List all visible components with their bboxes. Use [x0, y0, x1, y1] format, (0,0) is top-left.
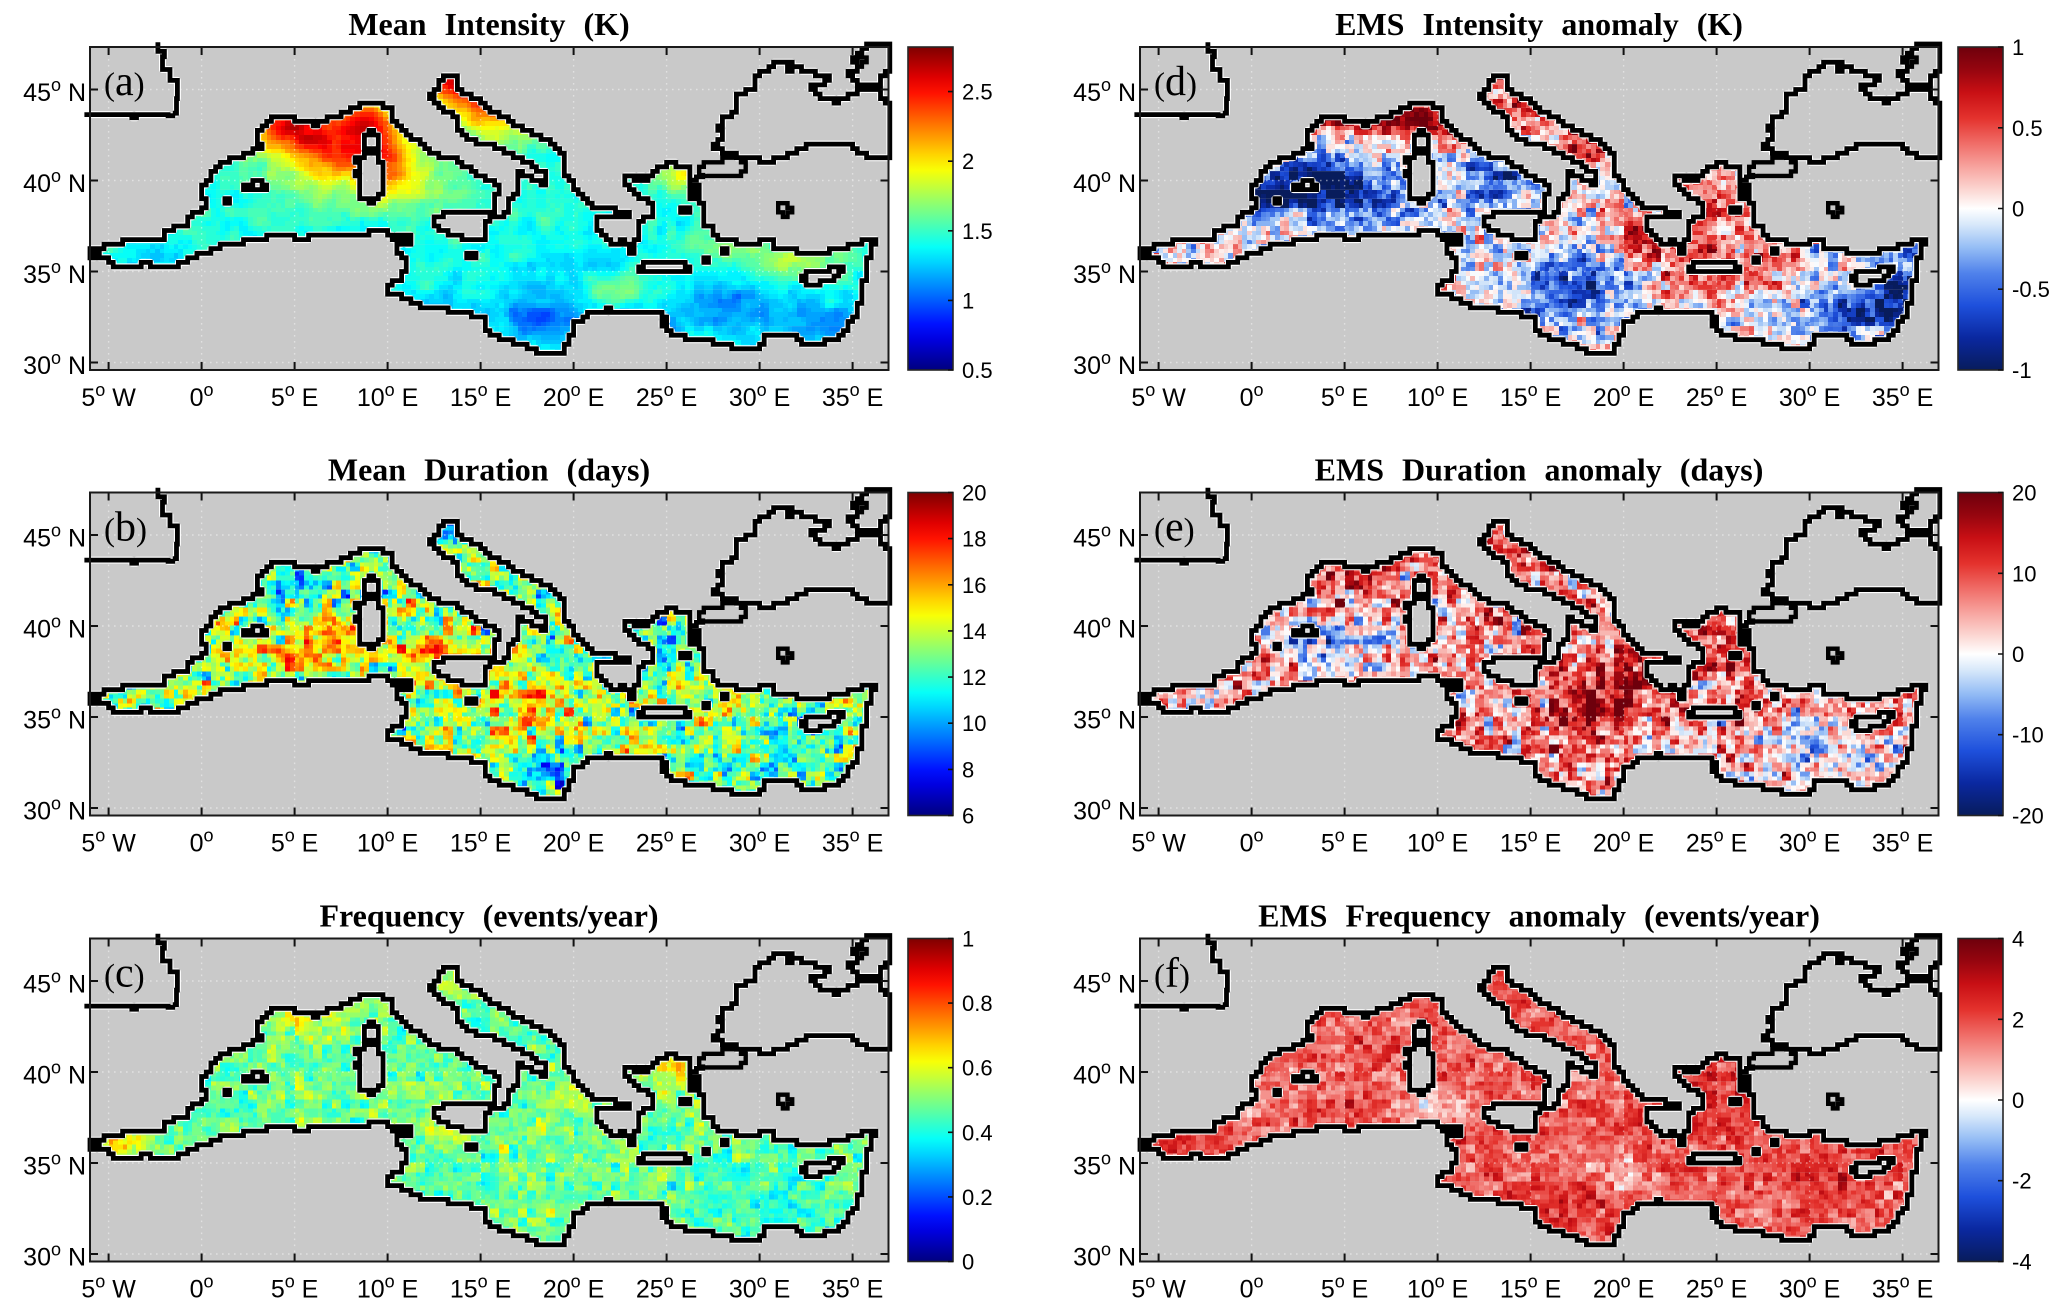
svg-text:1.5: 1.5 — [962, 219, 993, 244]
svg-text:(c): (c) — [104, 951, 145, 997]
svg-text:(b): (b) — [104, 505, 147, 551]
svg-text:20: 20 — [2012, 481, 2036, 506]
svg-text:-2: -2 — [2012, 1169, 2032, 1194]
svg-text:0.8: 0.8 — [962, 991, 993, 1016]
svg-text:EMS Duration anomaly (days): EMS Duration anomaly (days) — [1315, 452, 1764, 488]
svg-text:-1: -1 — [2012, 358, 2032, 383]
svg-text:0: 0 — [2012, 642, 2024, 667]
svg-text:4: 4 — [2012, 927, 2024, 952]
svg-text:18: 18 — [962, 527, 986, 552]
svg-text:Mean Duration (days): Mean Duration (days) — [328, 452, 650, 488]
svg-text:1: 1 — [962, 927, 974, 952]
svg-text:12: 12 — [962, 665, 986, 690]
svg-text:0: 0 — [2012, 1088, 2024, 1113]
svg-text:2: 2 — [2012, 1007, 2024, 1032]
svg-text:10: 10 — [962, 711, 986, 736]
svg-text:2.5: 2.5 — [962, 80, 993, 105]
svg-text:EMS Intensity anomaly (K): EMS Intensity anomaly (K) — [1335, 6, 1743, 42]
svg-text:10: 10 — [2012, 561, 2036, 586]
svg-text:(e): (e) — [1154, 505, 1195, 551]
svg-text:0.4: 0.4 — [962, 1120, 993, 1145]
svg-text:0.5: 0.5 — [2012, 116, 2043, 141]
svg-text:0.6: 0.6 — [962, 1056, 993, 1081]
svg-text:1: 1 — [962, 288, 974, 313]
svg-text:-0.5: -0.5 — [2012, 277, 2050, 302]
svg-text:-20: -20 — [2012, 804, 2044, 829]
svg-text:1: 1 — [2012, 35, 2024, 60]
svg-text:14: 14 — [962, 619, 986, 644]
svg-text:-4: -4 — [2012, 1250, 2032, 1275]
svg-text:Frequency (events/year): Frequency (events/year) — [319, 898, 658, 934]
svg-text:-10: -10 — [2012, 723, 2044, 748]
svg-text:(f): (f) — [1154, 951, 1190, 997]
svg-text:0: 0 — [962, 1250, 974, 1275]
svg-text:(a): (a) — [104, 59, 145, 105]
svg-text:0.5: 0.5 — [962, 358, 993, 383]
svg-text:0.2: 0.2 — [962, 1185, 993, 1210]
svg-text:16: 16 — [962, 573, 986, 598]
svg-text:6: 6 — [962, 804, 974, 829]
svg-text:(d): (d) — [1154, 59, 1197, 105]
svg-text:Mean Intensity (K): Mean Intensity (K) — [348, 6, 629, 42]
svg-text:EMS Frequency anomaly (events/: EMS Frequency anomaly (events/year) — [1258, 898, 1820, 934]
svg-text:20: 20 — [962, 481, 986, 506]
svg-text:8: 8 — [962, 757, 974, 782]
svg-text:0: 0 — [2012, 197, 2024, 222]
svg-text:2: 2 — [962, 149, 974, 174]
